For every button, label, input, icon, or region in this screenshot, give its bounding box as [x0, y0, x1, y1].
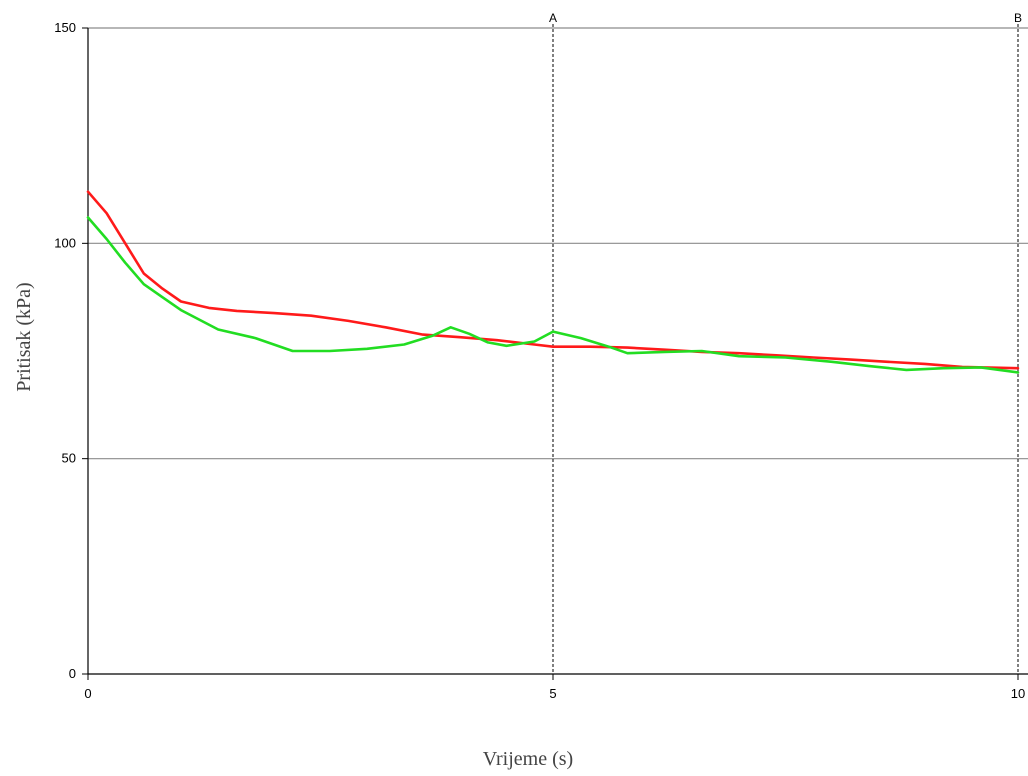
grid-lines — [88, 27, 1028, 460]
y-tick-label: 0 — [69, 666, 76, 681]
y-axis-title: Pritisak (kPa) — [13, 282, 35, 391]
series-line-1 — [86, 190, 1020, 370]
axes — [82, 27, 1028, 680]
marker-label: A — [549, 11, 557, 25]
x-tick-label: 10 — [1011, 686, 1025, 701]
series-line-2 — [86, 216, 1020, 374]
marker-label: B — [1014, 11, 1022, 25]
y-tick-label: 50 — [62, 451, 76, 466]
y-tick-label: 100 — [54, 235, 76, 250]
x-axis-title: Vrijeme (s) — [483, 748, 573, 770]
series-lines — [86, 190, 1020, 374]
x-tick-label: 5 — [549, 686, 556, 701]
x-tick-label: 0 — [84, 686, 91, 701]
y-tick-label: 150 — [54, 20, 76, 35]
tick-labels: 0 50 100 150 0 5 10 — [54, 20, 1025, 701]
